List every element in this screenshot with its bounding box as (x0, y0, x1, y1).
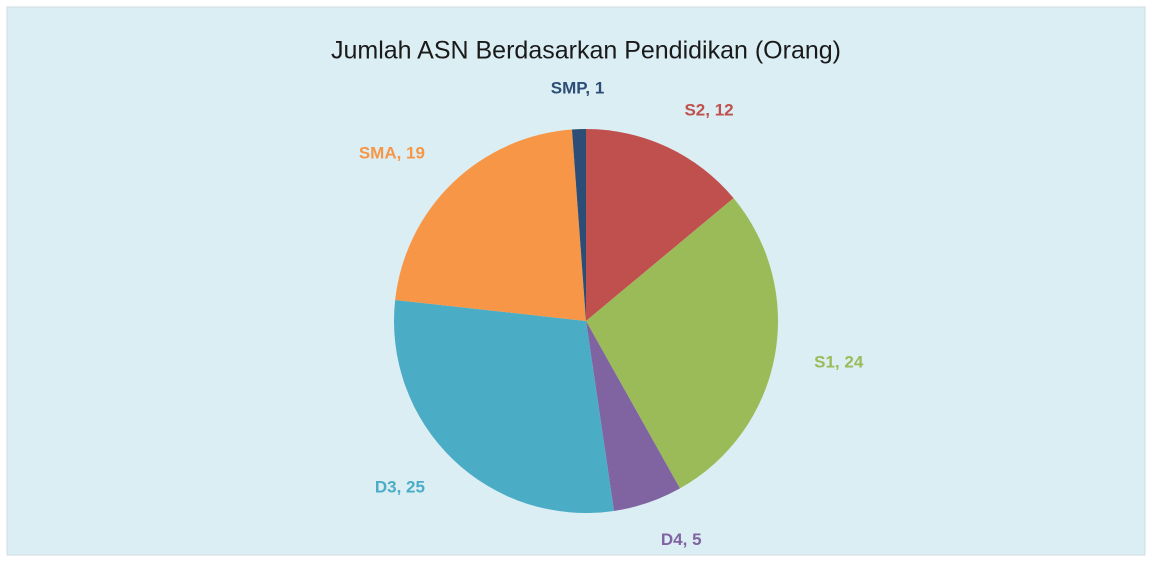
pie-slice (586, 321, 680, 511)
data-label: SMP, 1 (551, 79, 605, 98)
pie-slice (393, 300, 614, 513)
pie-slice (586, 129, 734, 321)
pie-slice (395, 129, 586, 321)
data-label: D3, 25 (375, 478, 425, 497)
data-label: SMA, 19 (359, 143, 425, 162)
pie-slice (586, 198, 779, 489)
pie-slice (571, 129, 586, 321)
chart-title: Jumlah ASN Berdasarkan Pendidikan (Orang… (331, 37, 841, 65)
data-label: S1, 24 (814, 353, 864, 372)
data-label: S2, 12 (684, 100, 733, 119)
data-label: D4, 5 (661, 530, 702, 549)
